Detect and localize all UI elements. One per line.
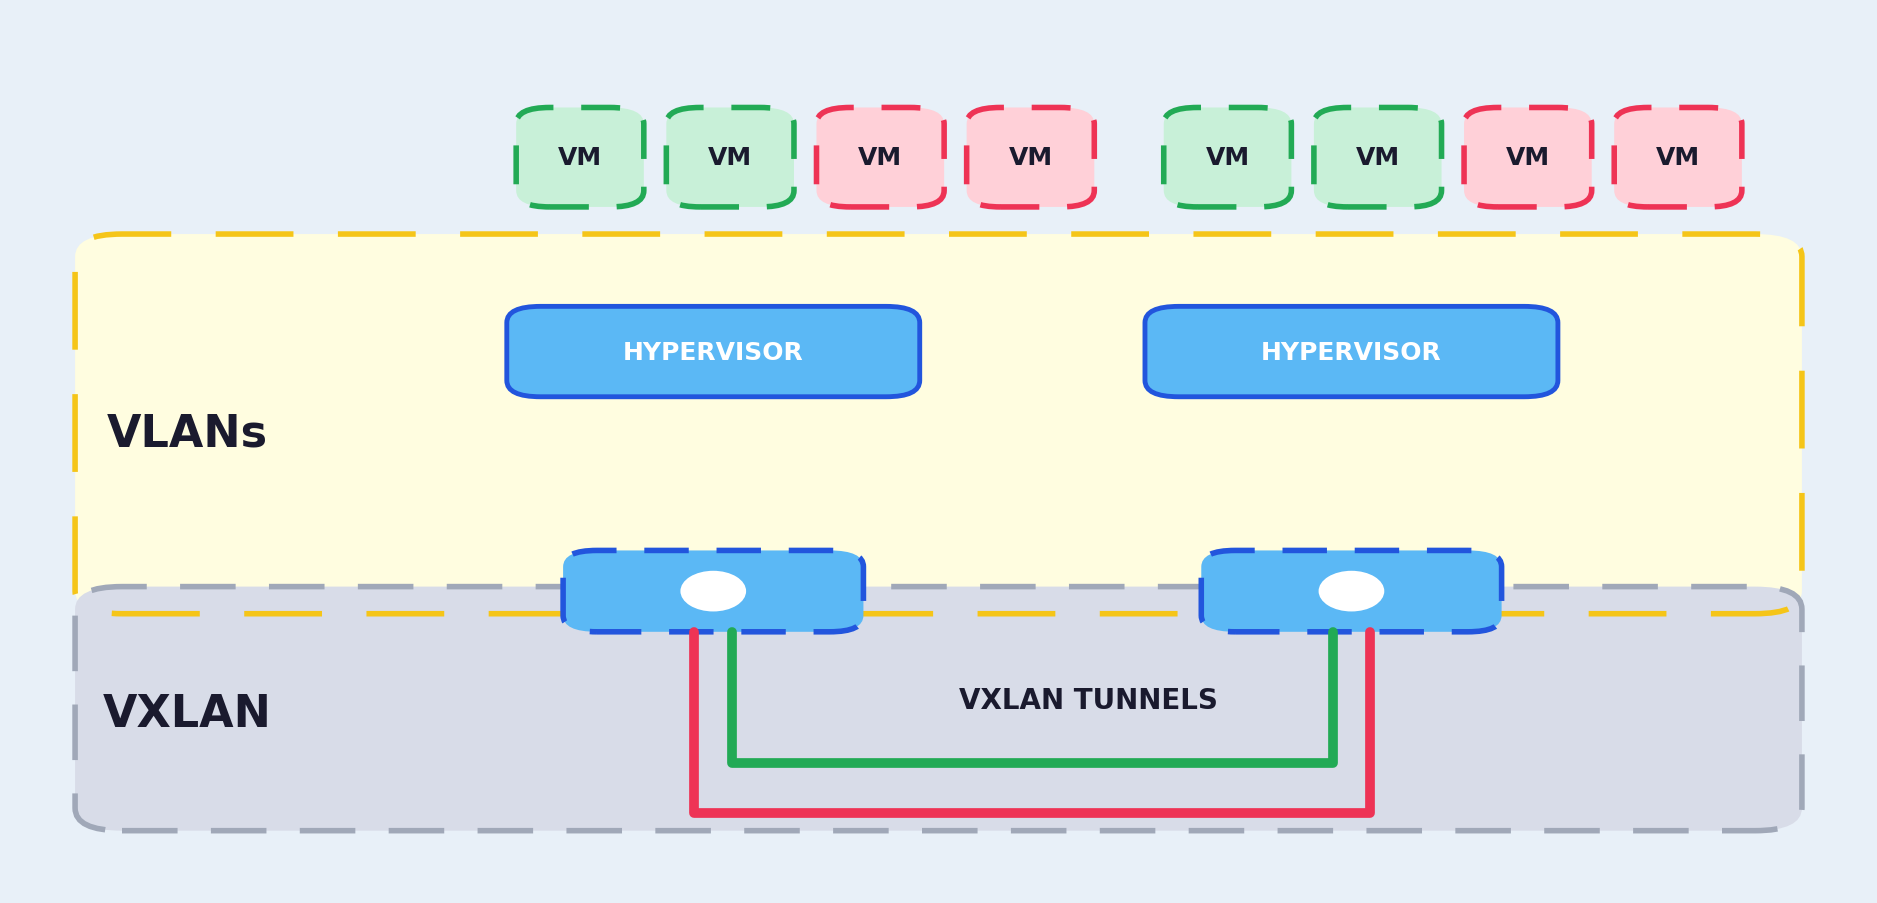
FancyBboxPatch shape bbox=[1164, 108, 1291, 208]
Text: HYPERVISOR: HYPERVISOR bbox=[1261, 340, 1442, 364]
Polygon shape bbox=[507, 397, 920, 551]
Text: VXLAN: VXLAN bbox=[103, 692, 272, 735]
Text: VM: VM bbox=[1205, 146, 1250, 170]
Text: VM: VM bbox=[1656, 146, 1701, 170]
FancyBboxPatch shape bbox=[563, 551, 863, 632]
Text: VXLAN TUNNELS: VXLAN TUNNELS bbox=[959, 686, 1218, 713]
FancyBboxPatch shape bbox=[967, 108, 1094, 208]
FancyBboxPatch shape bbox=[75, 587, 1802, 831]
Text: VM: VM bbox=[1355, 146, 1400, 170]
Ellipse shape bbox=[1318, 572, 1385, 612]
Text: VM: VM bbox=[1008, 146, 1053, 170]
FancyBboxPatch shape bbox=[507, 307, 920, 397]
Text: VM: VM bbox=[557, 146, 603, 170]
FancyBboxPatch shape bbox=[1464, 108, 1592, 208]
Text: HYPERVISOR: HYPERVISOR bbox=[623, 340, 803, 364]
Text: VM: VM bbox=[1505, 146, 1550, 170]
FancyBboxPatch shape bbox=[666, 108, 794, 208]
Text: VM: VM bbox=[708, 146, 753, 170]
FancyBboxPatch shape bbox=[1145, 307, 1558, 397]
FancyBboxPatch shape bbox=[516, 108, 644, 208]
Ellipse shape bbox=[679, 572, 747, 612]
FancyBboxPatch shape bbox=[1201, 551, 1502, 632]
Text: VLANs: VLANs bbox=[107, 412, 268, 455]
FancyBboxPatch shape bbox=[19, 18, 1858, 876]
Text: VM: VM bbox=[858, 146, 903, 170]
FancyBboxPatch shape bbox=[1314, 108, 1442, 208]
FancyBboxPatch shape bbox=[816, 108, 944, 208]
FancyBboxPatch shape bbox=[1614, 108, 1742, 208]
FancyBboxPatch shape bbox=[75, 235, 1802, 614]
Polygon shape bbox=[1145, 397, 1558, 551]
